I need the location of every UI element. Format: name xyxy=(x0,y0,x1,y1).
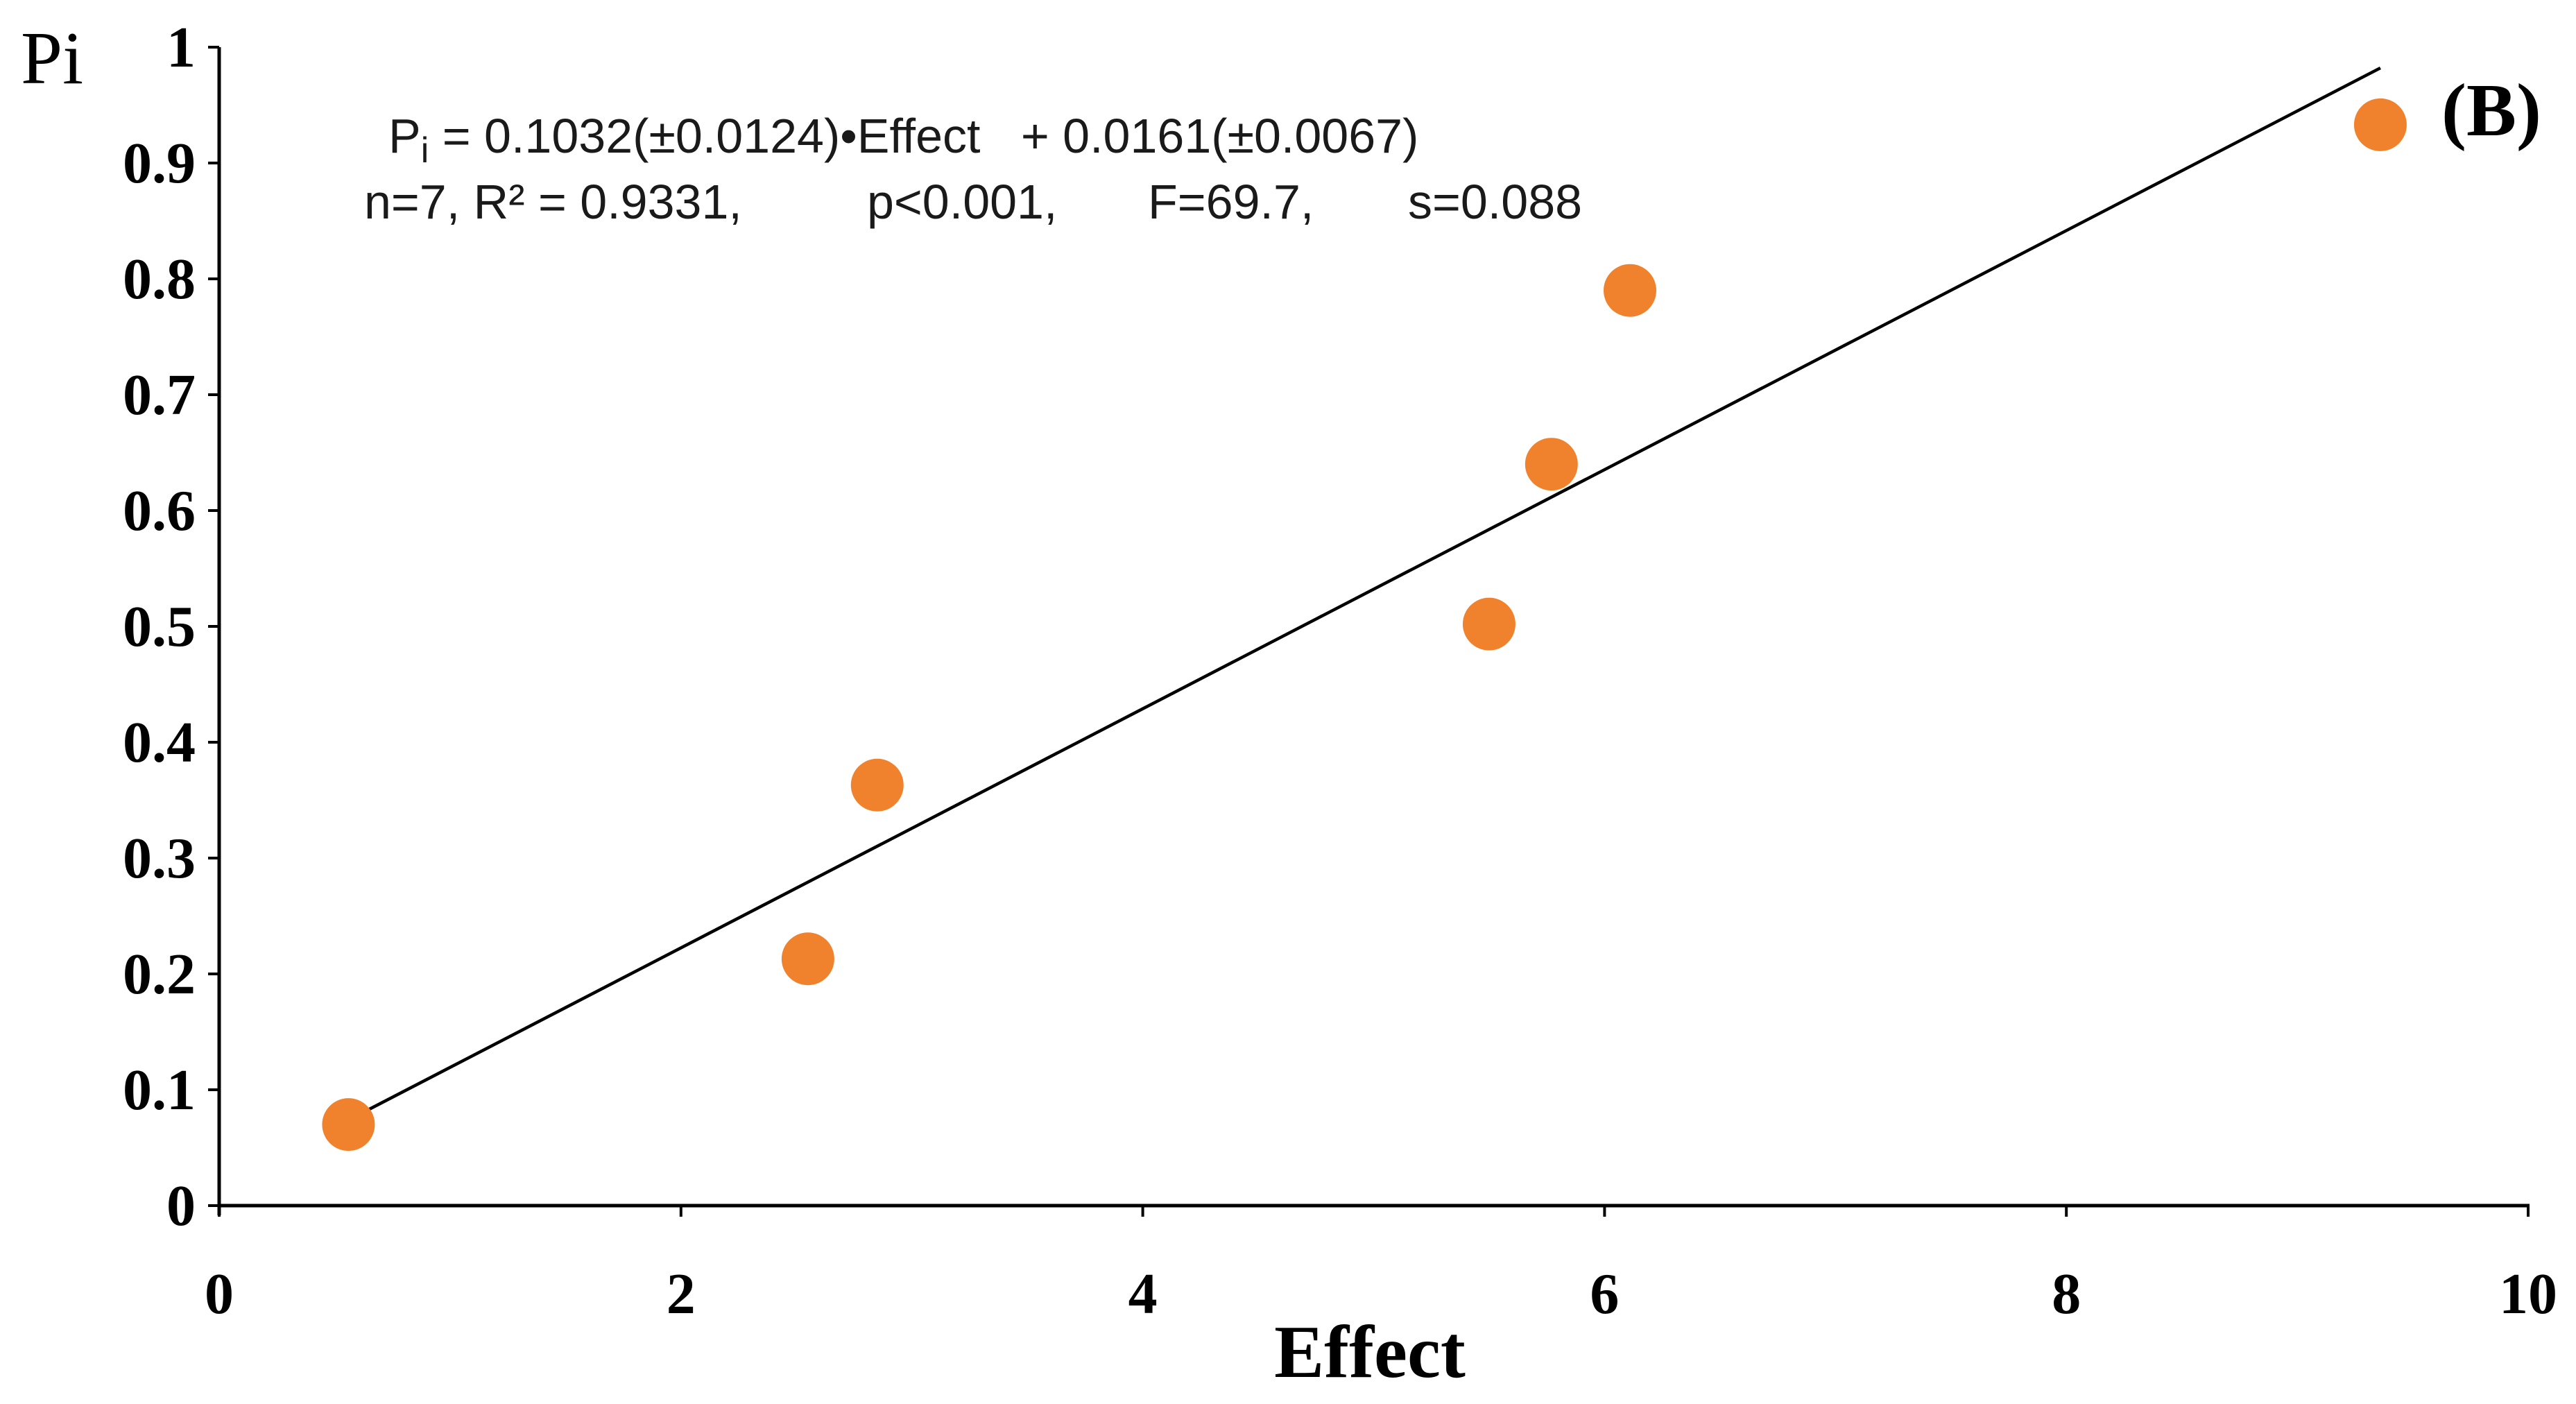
data-point xyxy=(2353,98,2407,151)
equation-subscript: i xyxy=(421,130,429,171)
data-point xyxy=(781,932,834,986)
y-tick-label: 0.3 xyxy=(123,826,196,891)
regression-annotation: Pi = 0.1032(±0.0124)•Effect + 0.0161(±0.… xyxy=(364,109,1582,229)
x-tick-label: 10 xyxy=(2499,1262,2557,1326)
y-axis-title: Pi xyxy=(21,17,83,100)
equation-p: P xyxy=(388,109,421,163)
data-point xyxy=(1604,264,1657,317)
stats-p: p<0.001, xyxy=(867,175,1057,229)
x-tick-label: 0 xyxy=(205,1262,234,1326)
y-tick-label: 0.4 xyxy=(123,710,196,775)
equation-rest: = 0.1032(±0.0124)•Effect + 0.0161(±0.006… xyxy=(429,109,1418,163)
stats-f: F=69.7, xyxy=(1148,175,1314,229)
data-point xyxy=(322,1098,375,1152)
y-tick-label: 0.7 xyxy=(123,363,196,427)
x-tick-label: 4 xyxy=(1128,1262,1158,1326)
axes xyxy=(217,47,2530,1215)
fit-line-group xyxy=(347,66,2381,1122)
ticks: 00.10.20.30.40.50.60.70.80.910 2 4 6 8 10 xyxy=(123,15,2557,1326)
data-point xyxy=(1525,438,1578,491)
x-tick-label: 2 xyxy=(667,1262,696,1326)
data-point xyxy=(1462,597,1515,651)
y-tick-label: 0.8 xyxy=(123,247,196,311)
y-tick-label: 0.9 xyxy=(123,131,196,196)
panel-label: (B) xyxy=(2441,69,2541,152)
y-tick-label: 0.5 xyxy=(123,594,196,659)
y-tick-label: 0.6 xyxy=(123,479,196,543)
data-point xyxy=(850,758,904,812)
x-axis-title: Effect xyxy=(1274,1311,1466,1394)
stats-n-r2: n=7, R² = 0.9331, xyxy=(364,175,742,229)
y-tick-label: 0.2 xyxy=(123,942,196,1007)
stats-s: s=0.088 xyxy=(1408,175,1582,229)
x-tick-label: 6 xyxy=(1590,1262,1619,1326)
y-tick-label: 0 xyxy=(166,1174,196,1238)
fit-line xyxy=(347,66,2381,1122)
y-tick-label: 1 xyxy=(166,15,196,80)
data-points xyxy=(322,98,2407,1152)
y-tick-label: 0.1 xyxy=(123,1058,196,1122)
equation-line: Pi = 0.1032(±0.0124)•Effect + 0.0161(±0.… xyxy=(388,109,1418,171)
x-tick-label: 8 xyxy=(2052,1262,2081,1326)
